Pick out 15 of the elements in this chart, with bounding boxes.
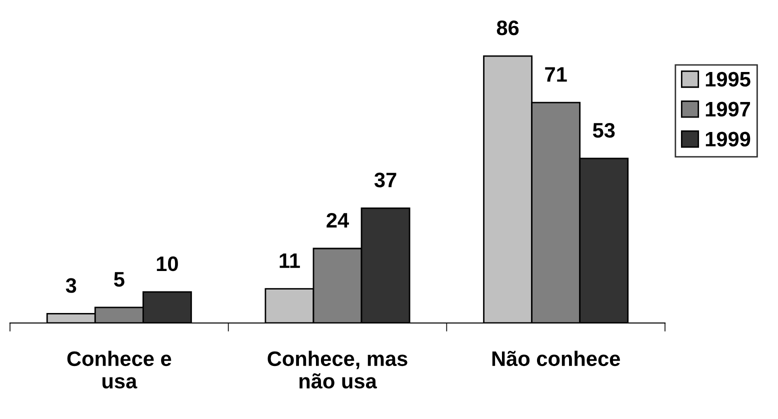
data-label: 3 — [66, 278, 76, 293]
data-label: 5 — [114, 272, 124, 287]
x-tick-label: Conhece e usa — [67, 350, 172, 389]
data-label: 24 — [326, 212, 349, 228]
legend-label: 1997 — [706, 102, 750, 117]
legend-label: 1995 — [706, 72, 750, 87]
x-tick-label: Conhece, mas não usa — [268, 350, 408, 389]
x-tick-label: Não conhece — [492, 350, 620, 366]
data-label: 37 — [374, 172, 396, 188]
data-label: 10 — [156, 256, 178, 272]
data-label: 71 — [545, 67, 567, 82]
data-label: 53 — [592, 122, 615, 138]
data-label: 11 — [280, 254, 300, 268]
legend-label: 1999 — [706, 132, 750, 146]
data-label: 86 — [496, 20, 519, 36]
